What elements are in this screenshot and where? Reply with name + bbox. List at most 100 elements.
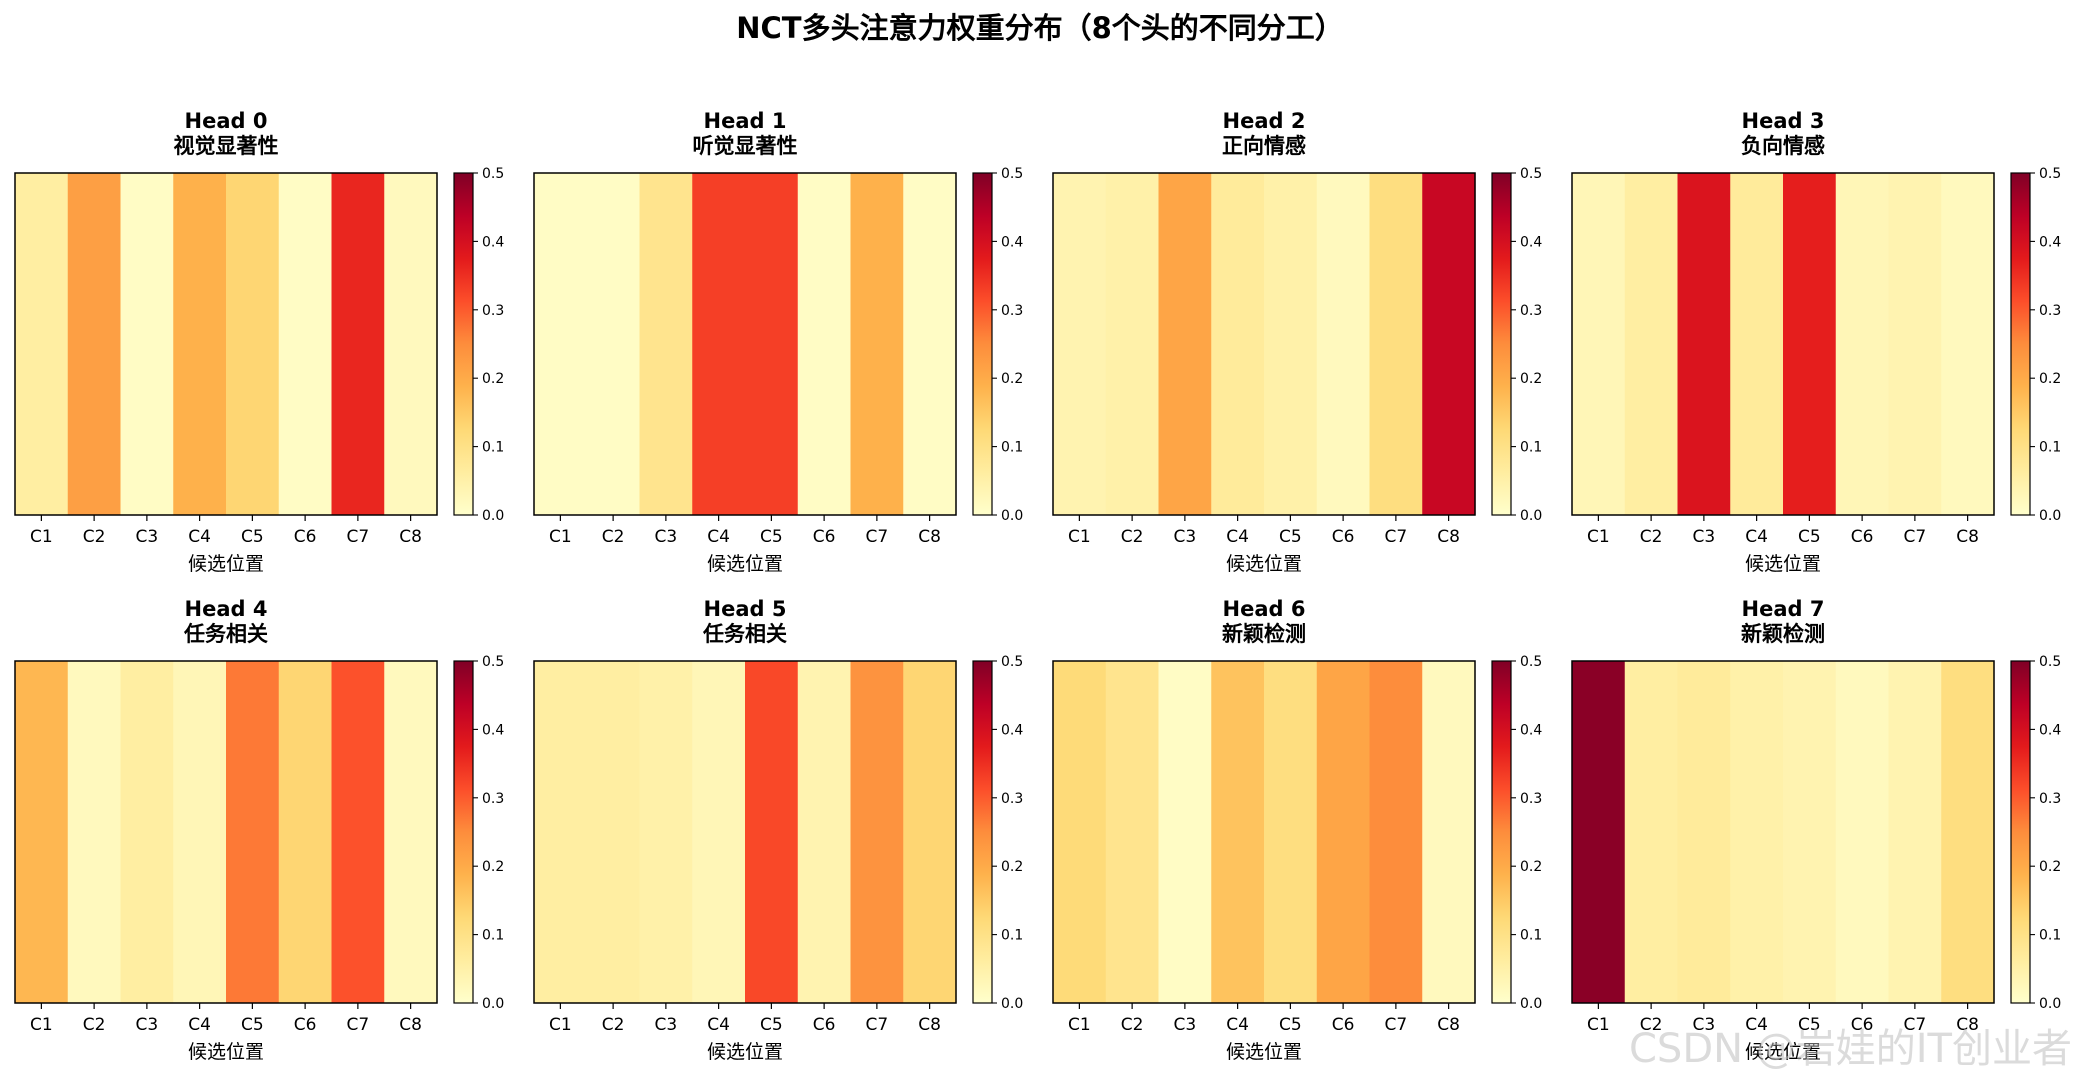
heatmap-cell-C2 xyxy=(586,173,641,515)
x-tick-label: C2 xyxy=(1121,527,1144,547)
panel-title: Head 4 xyxy=(185,597,268,621)
x-tick-label: C1 xyxy=(549,527,572,547)
heatmap-cell-C4 xyxy=(692,661,746,1003)
x-tick-label: C4 xyxy=(707,527,730,547)
colorbar-tick-label: 0.5 xyxy=(2039,654,2061,670)
colorbar-tick-label: 0.4 xyxy=(1520,722,1542,738)
heatmap-cell-C5 xyxy=(226,173,280,515)
colorbar-tick-label: 0.4 xyxy=(1520,234,1542,250)
x-tick-label: C2 xyxy=(83,1015,106,1035)
x-tick-label: C6 xyxy=(294,527,317,547)
x-tick-label: C8 xyxy=(1956,527,1979,547)
heatmap-cell-C6 xyxy=(1835,661,1890,1003)
x-tick-label: C2 xyxy=(1121,1015,1144,1035)
colorbar-tick-label: 0.5 xyxy=(1520,166,1542,182)
panel-subtitle: 正向情感 xyxy=(1222,134,1306,158)
colorbar-tick-label: 0.3 xyxy=(1520,791,1542,807)
x-tick-label: C5 xyxy=(1798,527,1821,547)
x-tick-label: C3 xyxy=(1174,527,1197,547)
heatmap-cell-C1 xyxy=(1572,173,1626,515)
plot-frame xyxy=(1052,172,1476,516)
heatmap-cell-C1 xyxy=(1572,661,1626,1003)
heatmap-cell-C3 xyxy=(1158,173,1212,515)
x-tick-label: C2 xyxy=(1640,527,1663,547)
heatmap-cell-C8 xyxy=(384,661,438,1003)
colorbar xyxy=(972,172,993,516)
colorbar xyxy=(2010,660,2031,1004)
heatmap-cell-C7 xyxy=(1369,173,1423,515)
x-tick-label: C2 xyxy=(1640,1015,1663,1035)
colorbar xyxy=(2010,172,2031,516)
heatmap-cell-C2 xyxy=(1105,661,1160,1003)
watermark: CSDN @岩娃的IT创业者 xyxy=(1629,1026,2072,1072)
x-tick-label: C4 xyxy=(188,527,211,547)
heatmap-cell-C4 xyxy=(1211,661,1265,1003)
x-tick-label: C5 xyxy=(760,527,783,547)
colorbar-tick-label: 0.1 xyxy=(1520,928,1542,944)
colorbar-tick-label: 0.4 xyxy=(2039,722,2061,738)
x-tick-label: C5 xyxy=(760,1015,783,1035)
x-tick-label: C3 xyxy=(136,1015,159,1035)
x-tick-label: C4 xyxy=(188,1015,211,1035)
plot-frame xyxy=(533,660,957,1004)
heatmap-cell-C7 xyxy=(850,173,904,515)
colorbar-tick-label: 0.0 xyxy=(482,996,504,1012)
colorbar-tick-label: 0.3 xyxy=(1001,791,1023,807)
panel-subtitle: 负向情感 xyxy=(1741,134,1825,158)
colorbar xyxy=(972,660,993,1004)
x-tick-label: C8 xyxy=(1437,1015,1460,1035)
heatmap-cell-C1 xyxy=(1053,173,1107,515)
heatmap-cell-C3 xyxy=(1158,661,1212,1003)
figure-title: NCT多头注意力权重分布（8个头的不同分工） xyxy=(736,11,1344,45)
x-tick-label: C8 xyxy=(918,527,941,547)
x-axis-label: 候选位置 xyxy=(1226,1041,1302,1063)
heatmap-cell-C2 xyxy=(1624,661,1679,1003)
heatmap-cell-C5 xyxy=(1783,173,1837,515)
colorbar-tick-label: 0.3 xyxy=(1001,303,1023,319)
colorbar-tick-label: 0.5 xyxy=(482,166,504,182)
colorbar-tick-label: 0.2 xyxy=(2039,859,2061,875)
x-tick-label: C7 xyxy=(1385,1015,1408,1035)
heatmap-cell-C3 xyxy=(120,173,174,515)
x-tick-label: C3 xyxy=(655,1015,678,1035)
panel-title: Head 2 xyxy=(1223,109,1306,133)
x-tick-label: C4 xyxy=(1226,527,1249,547)
heatmap-cell-C6 xyxy=(278,173,333,515)
colorbar-tick-label: 0.5 xyxy=(1001,654,1023,670)
x-tick-label: C6 xyxy=(813,527,836,547)
x-tick-label: C5 xyxy=(1279,527,1302,547)
colorbar-tick-label: 0.1 xyxy=(2039,440,2061,456)
heatmap-cell-C8 xyxy=(903,173,957,515)
x-tick-label: C6 xyxy=(1851,527,1874,547)
heatmap-cell-C3 xyxy=(639,661,693,1003)
x-tick-label: C6 xyxy=(1851,1015,1874,1035)
colorbar xyxy=(1491,660,1512,1004)
x-tick-label: C8 xyxy=(399,527,422,547)
x-tick-label: C3 xyxy=(1693,1015,1716,1035)
plot-frame xyxy=(1571,172,1995,516)
x-tick-label: C7 xyxy=(866,527,889,547)
x-tick-label: C4 xyxy=(707,1015,730,1035)
x-tick-label: C2 xyxy=(83,527,106,547)
x-tick-label: C1 xyxy=(549,1015,572,1035)
plot-frame xyxy=(1052,660,1476,1004)
colorbar-tick-label: 0.2 xyxy=(482,859,504,875)
x-tick-label: C1 xyxy=(1587,1015,1610,1035)
heatmap-cell-C5 xyxy=(1264,173,1318,515)
x-tick-label: C2 xyxy=(602,1015,625,1035)
colorbar-tick-label: 0.2 xyxy=(2039,371,2061,387)
heatmap-cell-C1 xyxy=(15,661,69,1003)
x-tick-label: C3 xyxy=(1174,1015,1197,1035)
colorbar-tick-label: 0.3 xyxy=(2039,303,2061,319)
heatmap-cell-C6 xyxy=(797,173,852,515)
x-tick-label: C4 xyxy=(1745,1015,1768,1035)
heatmap-cell-C5 xyxy=(1264,661,1318,1003)
heatmap-cell-C6 xyxy=(1316,661,1371,1003)
x-tick-label: C6 xyxy=(294,1015,317,1035)
heatmap-cell-C1 xyxy=(15,173,69,515)
heatmap-cell-C4 xyxy=(1730,173,1784,515)
